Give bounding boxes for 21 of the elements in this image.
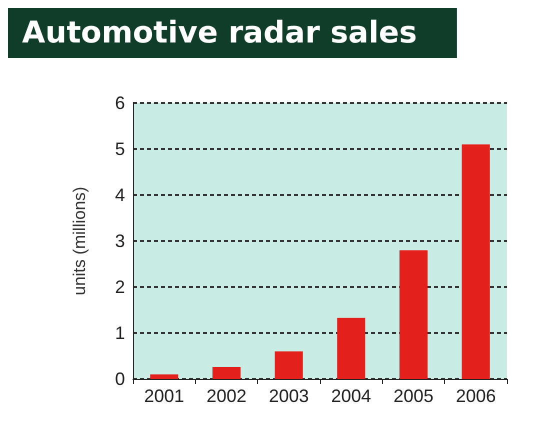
x-tick-label: 2002 — [206, 386, 247, 406]
y-tick-label: 5 — [114, 139, 125, 159]
x-tick-label: 2006 — [456, 386, 496, 406]
y-tick-label: 4 — [114, 185, 125, 205]
bar — [150, 374, 178, 379]
bar — [274, 351, 303, 379]
x-tick-label: 2004 — [331, 386, 372, 406]
y-tick-label: 1 — [114, 323, 125, 343]
x-tick-label: 2003 — [268, 386, 309, 406]
x-tick-label: 2005 — [393, 386, 434, 406]
y-axis-title: units (millions) — [70, 186, 89, 296]
bar — [462, 144, 490, 379]
chart-title: Automotive radar sales — [22, 16, 417, 50]
bar — [399, 250, 428, 379]
bar — [337, 318, 366, 379]
x-tick-label: 2001 — [144, 386, 184, 406]
bar — [212, 367, 241, 379]
y-tick-label: 3 — [114, 231, 125, 251]
y-tick-label: 0 — [114, 369, 125, 389]
y-tick-label: 6 — [114, 93, 125, 113]
y-tick-label: 2 — [114, 277, 125, 297]
